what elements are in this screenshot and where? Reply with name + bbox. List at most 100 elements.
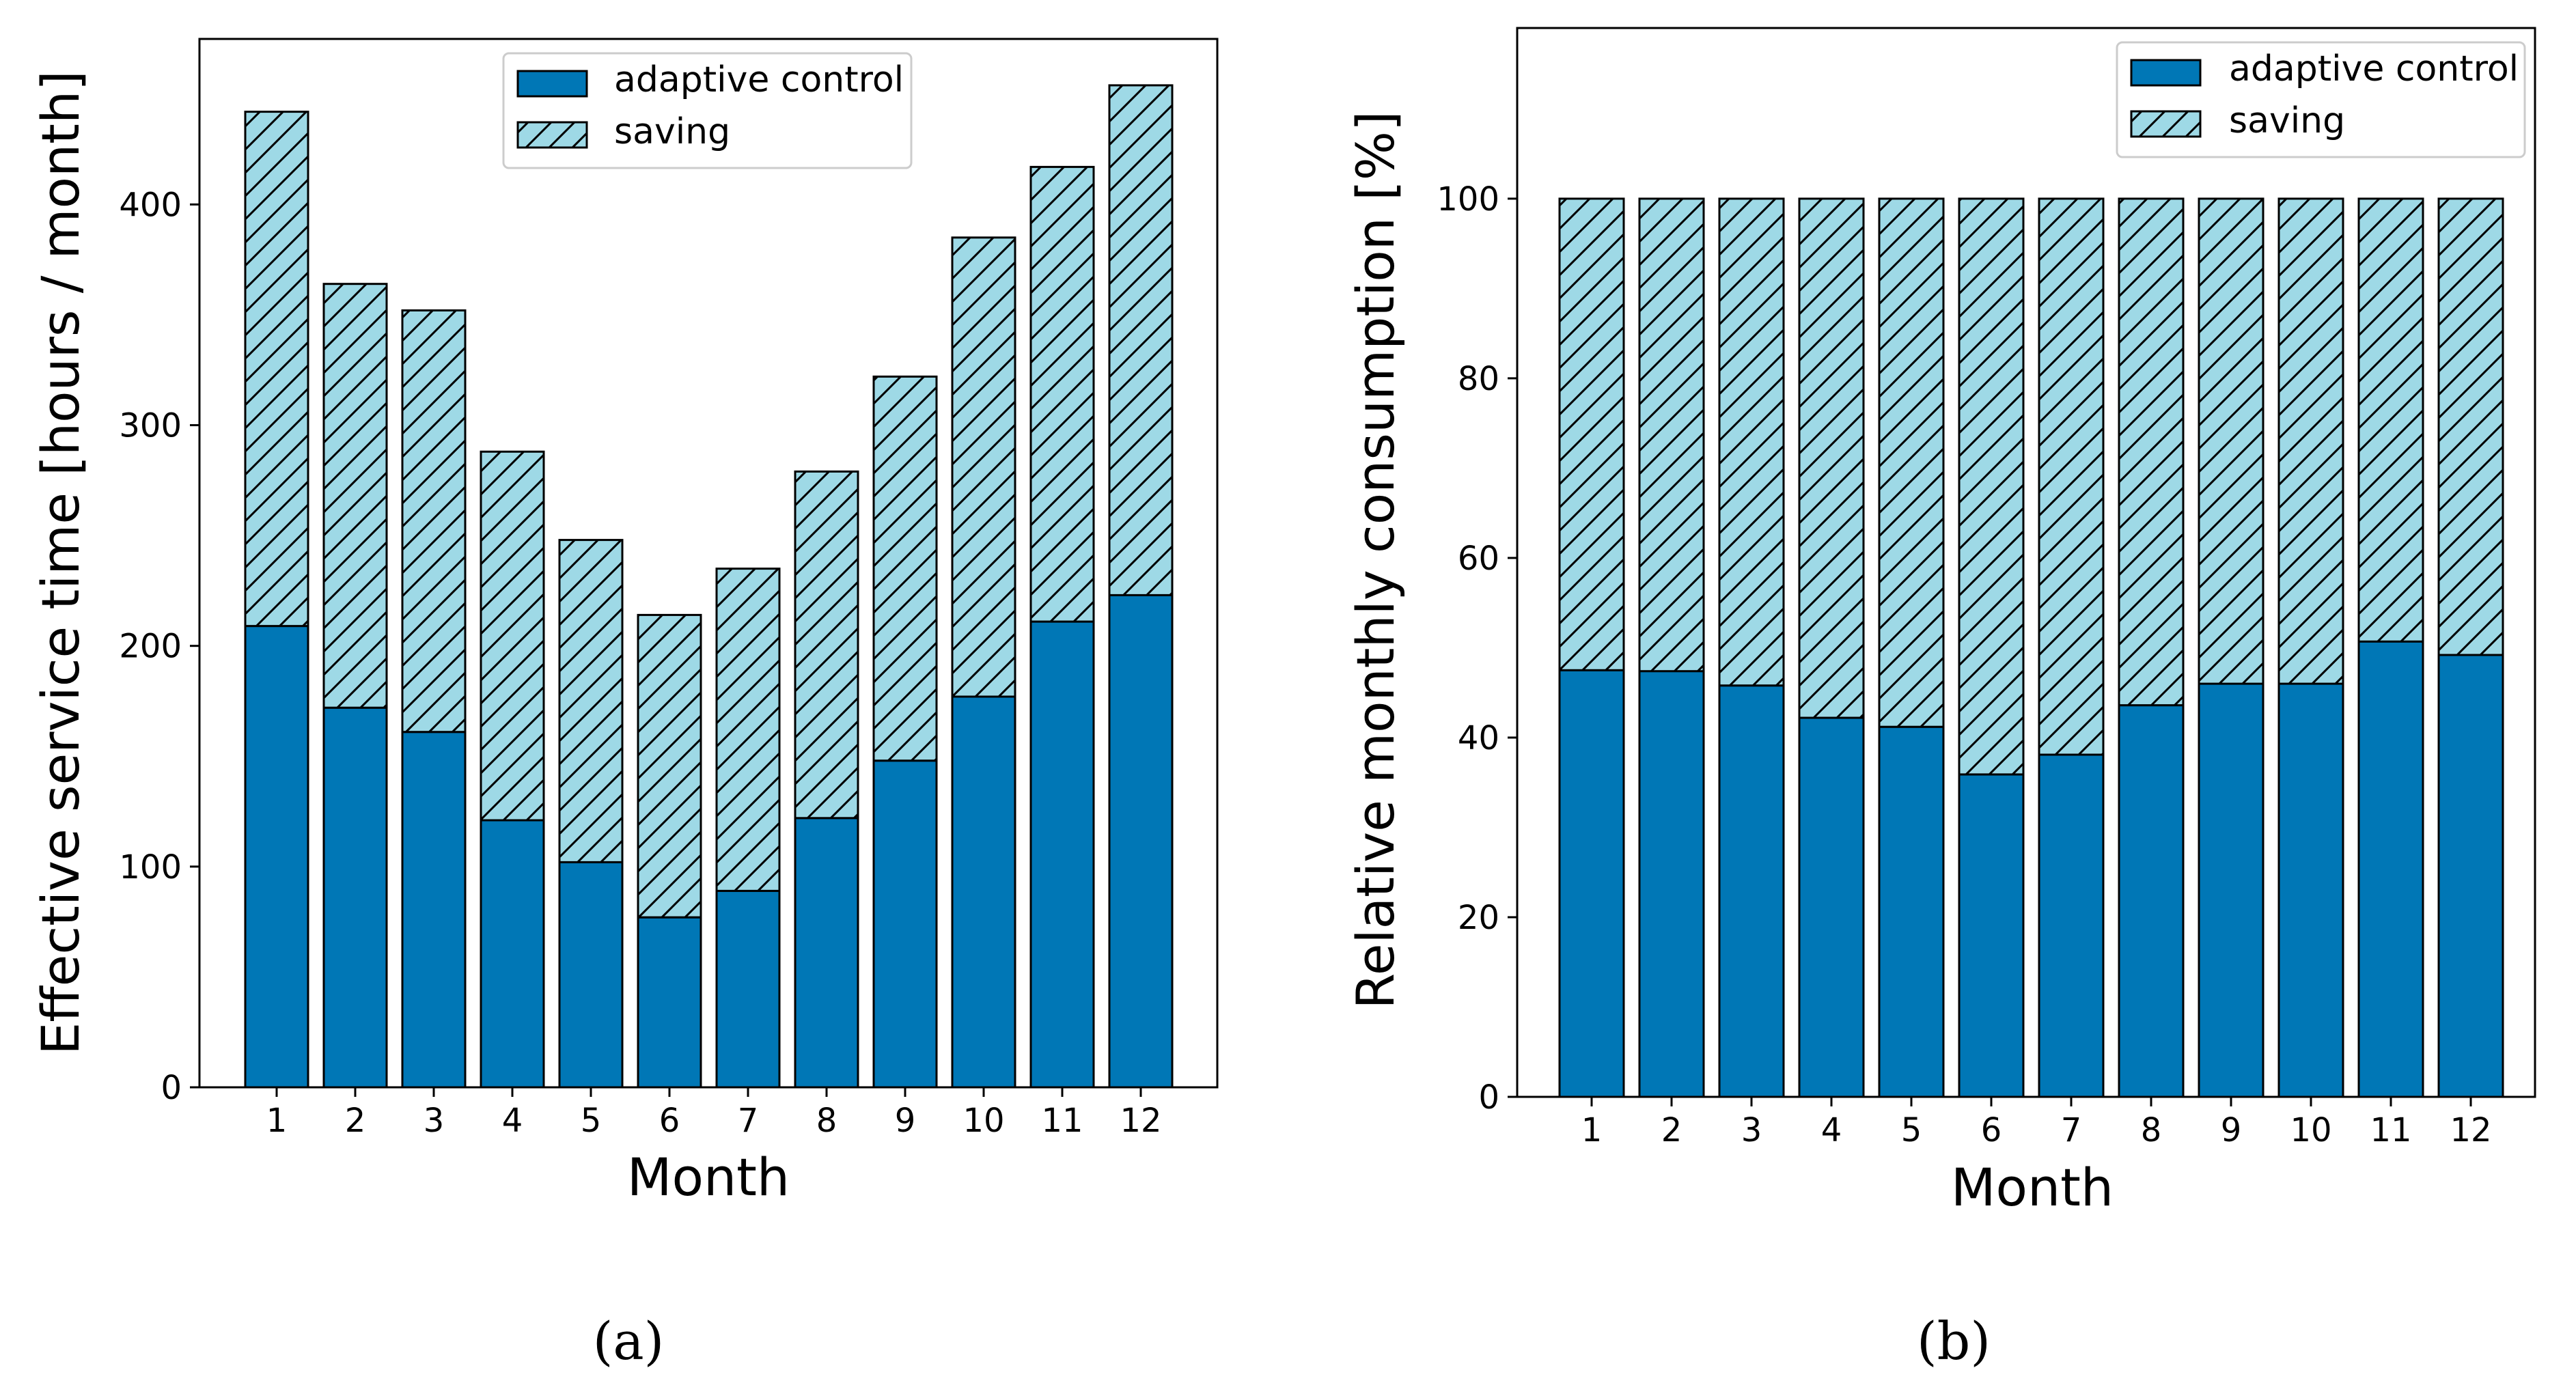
panel-b-bar-adaptive-control-month-8 bbox=[2118, 704, 2185, 1098]
panel-a-legend-box bbox=[502, 52, 913, 169]
panel-b-bar-adaptive-control-month-3 bbox=[1718, 684, 1785, 1098]
panel-b-bar-saving-month-9 bbox=[2198, 197, 2265, 685]
panel-a-bar-saving-month-11 bbox=[1029, 165, 1095, 623]
panel-a-legend-label-saving: saving bbox=[614, 111, 730, 152]
panel-a-y-axis-label: Effective service time [hours / month] bbox=[30, 70, 91, 1055]
panel-a-bar-saving-month-2 bbox=[322, 283, 388, 709]
panel-a-x-tick-label: 9 bbox=[895, 1102, 916, 1140]
panel-b-bar-saving-month-1 bbox=[1558, 197, 1625, 671]
panel-a-x-tick-label: 5 bbox=[581, 1102, 602, 1140]
panel-b-x-tick-label: 4 bbox=[1821, 1111, 1842, 1149]
panel-b-bar-saving-month-4 bbox=[1798, 197, 1865, 719]
panel-a-bar-adaptive-control-month-5 bbox=[558, 861, 624, 1089]
panel-a-x-tick-label: 2 bbox=[345, 1102, 366, 1140]
panel-b-legend-box bbox=[2116, 41, 2526, 158]
panel-b-legend-swatch-saving bbox=[2130, 110, 2202, 138]
panel-b-bar-adaptive-control-month-10 bbox=[2277, 682, 2344, 1098]
panel-a-bars bbox=[244, 84, 1174, 1089]
panel-a-x-tick-label: 11 bbox=[1041, 1102, 1083, 1140]
panel-a-x-tick-label: 12 bbox=[1120, 1102, 1161, 1140]
panel-a-y-tick-label: 100 bbox=[119, 848, 182, 887]
panel-b-bar-saving-month-11 bbox=[2357, 197, 2424, 643]
panel-a-y-ticks: 0 100 200 300 400 bbox=[119, 186, 199, 1107]
panel-b-bars bbox=[1558, 197, 2504, 1098]
panel-a-legend-swatch-adaptive-control bbox=[516, 70, 588, 98]
panel-a-bar-adaptive-control-month-9 bbox=[872, 759, 938, 1089]
panel-b-bar-adaptive-control-month-11 bbox=[2357, 640, 2424, 1098]
panel-a-bar-adaptive-control-month-3 bbox=[401, 731, 467, 1089]
panel-a-bar-saving-month-8 bbox=[794, 470, 859, 820]
panel-b-y-tick-label: 0 bbox=[1478, 1078, 1499, 1117]
panel-a-legend: adaptive control saving bbox=[502, 52, 913, 169]
panel-a-caption: (a) bbox=[593, 1311, 665, 1371]
panel-b-bar-saving-month-8 bbox=[2118, 197, 2185, 707]
panel-a-bar-saving-month-12 bbox=[1108, 84, 1174, 596]
panel-a-bar-adaptive-control-month-6 bbox=[637, 916, 702, 1089]
panel-a-bar-adaptive-control-month-2 bbox=[322, 706, 388, 1089]
panel-b-y-tick-label: 100 bbox=[1437, 180, 1499, 219]
panel-a-bar-adaptive-control-month-10 bbox=[951, 695, 1016, 1089]
panel-b-bar-adaptive-control-month-6 bbox=[1958, 773, 2025, 1098]
panel-b-x-tick-label: 12 bbox=[2450, 1111, 2491, 1149]
panel-b-bar-adaptive-control-month-9 bbox=[2198, 682, 2265, 1098]
panel-a-x-tick-label: 1 bbox=[266, 1102, 288, 1140]
panel-b-y-tick-label: 20 bbox=[1458, 899, 1499, 937]
panel-a-x-tick-label: 4 bbox=[502, 1102, 523, 1140]
panel-b-bar-adaptive-control-month-12 bbox=[2437, 654, 2504, 1098]
panel-a-bar-adaptive-control-month-1 bbox=[244, 625, 309, 1089]
panel-a-bar-adaptive-control-month-8 bbox=[794, 817, 859, 1089]
panel-b-bar-adaptive-control-month-2 bbox=[1638, 670, 1705, 1098]
panel-b-bar-adaptive-control-month-1 bbox=[1558, 669, 1625, 1098]
panel-b-x-tick-label: 1 bbox=[1581, 1111, 1603, 1149]
panel-a-legend-swatch-saving bbox=[516, 121, 588, 149]
panel-a-bar-saving-month-6 bbox=[637, 613, 702, 919]
panel-b-x-tick-label: 3 bbox=[1741, 1111, 1762, 1149]
panel-a-x-tick-label: 8 bbox=[816, 1102, 837, 1140]
panel-a-bar-saving-month-10 bbox=[951, 236, 1016, 698]
panel-a-y-tick-label: 0 bbox=[161, 1069, 182, 1107]
panel-b-bar-saving-month-10 bbox=[2277, 197, 2344, 685]
panel-a-axes-frame bbox=[198, 38, 1219, 1089]
panel-a-bar-saving-month-9 bbox=[872, 375, 938, 762]
panel-a-y-tick-label: 400 bbox=[119, 186, 182, 224]
panel-b-bar-saving-month-5 bbox=[1878, 197, 1945, 728]
panel-a-x-ticks: 1 2 3 4 5 6 7 8 9 10 11 12 bbox=[266, 1087, 1162, 1140]
panel-a-bar-saving-month-4 bbox=[480, 450, 545, 822]
panel-a-legend-label-adaptive-control: adaptive control bbox=[614, 59, 904, 100]
panel-a-bar-adaptive-control-month-11 bbox=[1029, 620, 1095, 1089]
panel-b-x-tick-label: 2 bbox=[1661, 1111, 1682, 1149]
panel-a-x-tick-label: 6 bbox=[659, 1102, 680, 1140]
panel-b-bar-adaptive-control-month-4 bbox=[1798, 716, 1865, 1098]
panel-b-bar-saving-month-12 bbox=[2437, 197, 2504, 656]
panel-a-x-tick-label: 10 bbox=[962, 1102, 1004, 1140]
panel-b-x-tick-label: 5 bbox=[1901, 1111, 1922, 1149]
panel-a-bar-saving-month-7 bbox=[715, 568, 781, 892]
panel-a-bar-adaptive-control-month-4 bbox=[480, 819, 545, 1089]
panel-a-bar-adaptive-control-month-7 bbox=[715, 889, 781, 1089]
panel-b-x-tick-label: 6 bbox=[1981, 1111, 2002, 1149]
panel-a-bar-saving-month-5 bbox=[558, 539, 624, 863]
panel-a-bar-saving-month-1 bbox=[244, 111, 309, 628]
panel-b-legend: adaptive control saving bbox=[2116, 41, 2526, 158]
panel-b-y-tick-label: 60 bbox=[1458, 540, 1499, 578]
panel-b-x-ticks: 1 2 3 4 5 6 7 8 9 10 11 12 bbox=[1581, 1097, 2492, 1149]
panel-b-y-tick-label: 80 bbox=[1458, 360, 1499, 398]
panel-b-x-tick-label: 7 bbox=[2061, 1111, 2082, 1149]
panel-b-bar-adaptive-control-month-7 bbox=[2038, 753, 2105, 1098]
panel-b-bar-saving-month-6 bbox=[1958, 197, 2025, 776]
panel-b-x-axis-label: Month bbox=[1951, 1157, 2114, 1218]
panel-a-bar-saving-month-3 bbox=[401, 309, 467, 734]
panel-a-x-tick-label: 7 bbox=[738, 1102, 759, 1140]
panel-b-legend-label-adaptive-control: adaptive control bbox=[2229, 48, 2519, 89]
panel-a-x-tick-label: 3 bbox=[424, 1102, 445, 1140]
panel-b-bar-saving-month-7 bbox=[2038, 197, 2105, 756]
panel-b-caption: (b) bbox=[1917, 1311, 1991, 1371]
panel-b-y-ticks: 0 20 40 60 80 100 bbox=[1437, 180, 1517, 1117]
panel-a-x-axis-label: Month bbox=[627, 1147, 790, 1207]
panel-b-x-tick-label: 10 bbox=[2290, 1111, 2331, 1149]
panel-b-legend-label-saving: saving bbox=[2229, 100, 2345, 141]
panel-a-bar-adaptive-control-month-12 bbox=[1108, 594, 1174, 1089]
